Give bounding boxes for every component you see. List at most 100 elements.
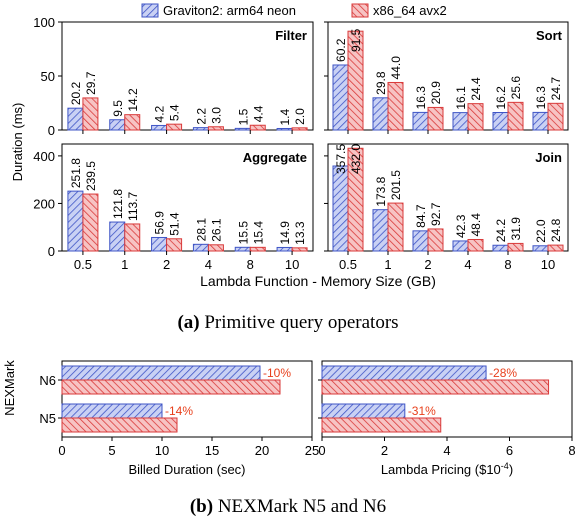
panel-title-join: Join [535, 150, 562, 165]
data-label-x86-sort: 24.4 [469, 77, 483, 101]
diff-annotation-lambda-pricing-n6: -28% [489, 366, 517, 380]
bar-arm-filter [109, 119, 126, 131]
data-label-arm-filter: 2.2 [194, 108, 208, 125]
x-tick-label: 15 [205, 443, 219, 458]
bar-arm-sort [332, 64, 349, 131]
x-tick-label: 8 [568, 443, 575, 458]
y-tick-label: 100 [33, 15, 55, 30]
data-label-arm-filter: 9.5 [111, 100, 125, 117]
x-tick-label: 25 [305, 443, 319, 458]
bar-arm-filter [234, 127, 251, 131]
bar-arm-filter [151, 124, 168, 131]
data-label-arm-filter: 1.5 [236, 108, 250, 125]
data-label-arm-sort: 60.2 [334, 38, 348, 62]
x-tick-label: 1 [121, 257, 128, 272]
data-label-arm-filter: 20.2 [69, 82, 83, 106]
x-tick-label: 10 [541, 257, 555, 272]
x-tick-label: 2 [424, 257, 431, 272]
x-axis-label-memory: Lambda Function - Memory Size (GB) [200, 273, 436, 289]
bar-x86-billed-duration-n6 [61, 379, 281, 395]
data-label-x86-sort: 25.6 [509, 76, 523, 100]
bar-arm-sort [412, 111, 429, 131]
legend-label-arm: Graviton2: arm64 neon [163, 3, 296, 18]
x-tick-label: 4 [443, 443, 450, 458]
legend-swatch-arm [141, 3, 159, 18]
data-label-arm-aggregate: 15.5 [236, 221, 250, 245]
bar-x86-filter [249, 124, 266, 131]
y-axis-label-nexmark: NEXMark [2, 360, 17, 416]
bar-x86-sort [467, 103, 484, 131]
panel-title-aggregate: Aggregate [243, 150, 307, 165]
data-label-x86-join: 92.7 [429, 202, 443, 226]
data-label-x86-sort: 20.9 [429, 81, 443, 105]
y-tick-label: 400 [33, 149, 55, 164]
legend-swatch-x86 [351, 3, 369, 18]
data-label-x86-filter: 3.0 [209, 107, 223, 124]
y-tick-label-n6: N6 [39, 373, 56, 388]
data-label-x86-aggregate: 113.7 [126, 191, 140, 220]
caption-b: (b) NEXMark N5 and N6 [0, 496, 576, 518]
y-axis-label-duration: Duration (ms) [10, 103, 25, 182]
panel-title-sort: Sort [536, 28, 563, 43]
bar-arm-billed-duration-n6 [61, 365, 261, 381]
bar-x86-aggregate [124, 223, 141, 252]
bar-x86-lambda-pricing-n6 [321, 379, 550, 395]
bar-x86-sort [547, 102, 564, 131]
x-axis-label-billed-duration: Billed Duration (sec) [128, 462, 245, 477]
legend-label-x86: x86_64 avx2 [373, 3, 447, 18]
x-tick-label: 2 [163, 257, 170, 272]
x-tick-label: 8 [504, 257, 511, 272]
data-label-arm-aggregate: 28.1 [194, 218, 208, 242]
bar-x86-join [507, 242, 524, 252]
data-label-arm-aggregate: 56.9 [153, 211, 167, 235]
bar-x86-sort [507, 101, 524, 131]
bar-x86-billed-duration-n5 [61, 417, 178, 433]
x-tick-label: 4 [205, 257, 212, 272]
bar-arm-filter [276, 127, 293, 131]
x-tick-label: 20 [255, 443, 269, 458]
data-label-arm-join: 22.0 [534, 219, 548, 243]
data-label-x86-join: 24.8 [549, 218, 563, 242]
bar-x86-sort [387, 81, 404, 131]
x-tick-label: 2 [381, 443, 388, 458]
data-label-x86-aggregate: 51.4 [168, 212, 182, 236]
bar-arm-join [492, 244, 509, 252]
bar-x86-aggregate [249, 246, 266, 252]
bar-arm-aggregate [109, 221, 126, 252]
data-label-arm-join: 84.7 [414, 204, 428, 228]
data-label-x86-filter: 2.0 [293, 108, 307, 125]
panel-frame-aggregate [61, 143, 314, 252]
caption-b-text: NEXMark N5 and N6 [217, 496, 387, 517]
data-label-x86-sort: 24.7 [549, 77, 563, 101]
bar-x86-join [427, 228, 444, 252]
bar-x86-filter [291, 127, 308, 131]
data-label-x86-aggregate: 13.3 [293, 221, 307, 245]
data-label-arm-sort: 16.2 [494, 86, 508, 110]
bar-x86-filter [82, 97, 99, 131]
bar-arm-aggregate [192, 243, 209, 252]
data-label-arm-join: 42.3 [454, 214, 468, 238]
y-tick-label: 50 [41, 69, 55, 84]
caption-a-text: Primitive query operators [204, 312, 399, 333]
x-axis-label-tail: ) [509, 462, 513, 477]
bar-arm-sort [492, 112, 509, 131]
bar-arm-billed-duration-n5 [61, 403, 163, 419]
caption-a-label: (a) [177, 312, 200, 333]
x-axis-label-lambda-pricing: Lambda Pricing ($10-4) [381, 461, 513, 477]
data-label-x86-filter: 29.7 [84, 71, 98, 95]
x-tick-label: 0.5 [339, 257, 357, 272]
y-tick-label: 0 [48, 123, 55, 138]
bar-x86-join [387, 202, 404, 252]
x-tick-label: 4 [464, 257, 471, 272]
y-tick-label: 0 [48, 244, 55, 259]
bar-arm-aggregate [276, 246, 293, 252]
bar-x86-filter [124, 114, 141, 131]
data-label-arm-join: 357.5 [334, 144, 348, 174]
diff-annotation-billed-duration-n5: -14% [165, 404, 193, 418]
data-label-arm-join: 24.2 [494, 219, 508, 243]
bar-x86-aggregate [291, 247, 308, 252]
diff-annotation-lambda-pricing-n5: -31% [408, 404, 436, 418]
panel-title-filter: Filter [275, 28, 307, 43]
